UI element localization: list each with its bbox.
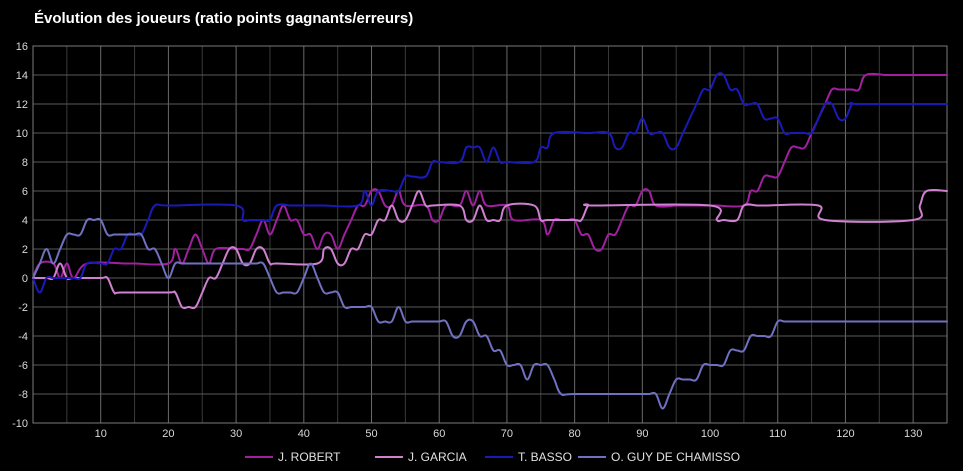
x-tick-label: 40	[298, 428, 310, 440]
plot-border	[32, 45, 948, 424]
x-tick-label: 30	[230, 428, 242, 440]
y-tick-label: -6	[18, 360, 28, 372]
y-tick-label: 4	[22, 215, 28, 227]
y-tick-label: 14	[16, 70, 28, 82]
chart-title: Évolution des joueurs (ratio points gagn…	[34, 10, 414, 27]
y-tick-label: 8	[22, 157, 28, 169]
x-tick-label: 70	[501, 428, 513, 440]
y-tick-label: -2	[18, 302, 28, 314]
y-tick-label: -8	[18, 389, 28, 401]
y-tick-label: 16	[16, 41, 28, 53]
y-tick-label: -4	[18, 331, 28, 343]
plot-area	[33, 46, 947, 423]
x-tick-label: 50	[365, 428, 377, 440]
legend-label: O. GUY DE CHAMISSO	[611, 450, 740, 464]
legend-label: J. ROBERT	[278, 450, 341, 464]
x-tick-label: 20	[162, 428, 174, 440]
y-tick-label: 10	[16, 128, 28, 140]
x-tick-label: 130	[904, 428, 922, 440]
x-tick-label: 80	[569, 428, 581, 440]
x-tick-label: 100	[701, 428, 719, 440]
legend: J. ROBERT J. GARCIA T. BASSO O. GUY DE CHAM…	[245, 450, 740, 464]
axes: -10 -8 -6 -4 -2 0 2 4 6 8 10 12 14 16 10 20 30 40 50 60 70 80…	[12, 41, 922, 440]
legend-label: J. GARCIA	[408, 450, 467, 464]
x-tick-label: 10	[95, 428, 107, 440]
series-line-4	[32, 217, 948, 410]
y-tick-label: 0	[22, 273, 28, 285]
x-tick-label: 90	[636, 428, 648, 440]
series-line-1	[32, 72, 948, 279]
series-line-3	[32, 72, 948, 294]
legend-label: T. BASSO	[518, 450, 572, 464]
y-tick-label: 12	[16, 99, 28, 111]
x-tick-label: 60	[433, 428, 445, 440]
y-tick-label: 6	[22, 186, 28, 198]
x-tick-label: 110	[769, 428, 787, 440]
series-line-2	[32, 188, 948, 310]
series-lines	[32, 72, 948, 410]
x-tick-label: 120	[836, 428, 854, 440]
y-tick-label: 2	[22, 244, 28, 256]
y-tick-label: -10	[12, 418, 28, 430]
